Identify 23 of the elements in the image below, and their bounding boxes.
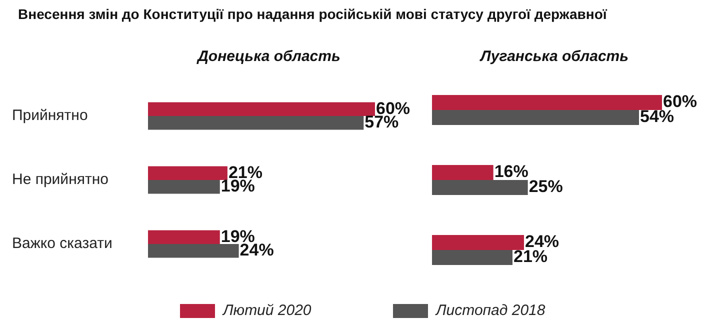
bar — [432, 110, 639, 126]
chart-title: Внесення змін до Конституції про надання російській мові статусу другої державної — [18, 6, 607, 22]
bar — [148, 116, 364, 130]
bar — [432, 94, 662, 110]
bar — [148, 166, 228, 180]
bar — [148, 230, 220, 244]
bar — [148, 102, 375, 116]
y-tick-label: Прийнятно — [12, 107, 88, 124]
bar — [432, 250, 512, 266]
chart-subtitle: Луганська область — [478, 48, 630, 65]
y-tick-label: Не прийнятно — [12, 171, 108, 188]
data-label: 19% — [220, 176, 255, 196]
data-label: 16% — [494, 162, 528, 182]
bar — [432, 164, 494, 180]
bar — [148, 180, 220, 194]
bar — [432, 234, 524, 250]
chart-subtitle: Донецька область — [196, 48, 342, 65]
y-tick-label: Важко сказати — [12, 235, 112, 252]
bar — [432, 180, 528, 196]
legend-label: Листопад 2018 — [436, 302, 546, 319]
bar — [148, 244, 239, 258]
legend-label: Лютий 2020 — [223, 302, 312, 319]
data-label: 25% — [528, 177, 563, 196]
